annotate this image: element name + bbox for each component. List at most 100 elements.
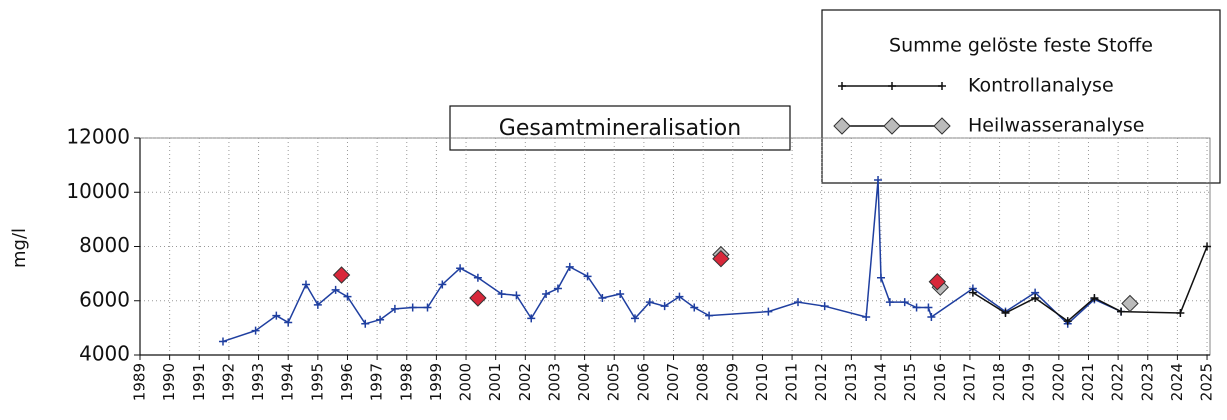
data-point [1176,308,1185,317]
y-axis-label: mg/l [9,228,30,268]
data-point [1001,308,1010,317]
x-tick-label: 2010 [753,363,771,401]
data-point [924,303,933,312]
data-point [332,266,351,284]
data-point [376,315,385,324]
x-tick-label: 2012 [812,363,830,401]
legend-box [821,9,1221,184]
data-point [542,289,551,298]
legend-title: Summe gelöste feste Stoffe [889,35,1153,57]
legend-marker [833,117,851,135]
x-tick-label: 2019 [1020,363,1038,401]
data-point [928,273,947,291]
x-tick-label: 2022 [1109,363,1127,401]
data-point [912,303,921,312]
legend-marker [838,82,846,90]
x-tick-label: 2011 [783,363,801,401]
x-tick-label: 1993 [249,363,267,401]
x-tick-label: 2002 [516,363,534,401]
title-box [449,105,791,151]
data-point [876,273,885,282]
data-point [900,298,909,307]
data-point [553,284,562,293]
x-tick-label: 2013 [842,363,860,401]
data-point [1203,242,1212,251]
data-point [438,280,447,289]
data-point [583,272,592,281]
x-tick-label: 2014 [871,363,889,401]
data-point [473,273,482,282]
y-tick-label: 10000 [66,179,130,203]
x-tick-label: 1989 [131,363,149,401]
data-point [705,311,714,320]
legend-label: Kontrollanalyse [968,75,1114,97]
data-point [456,264,465,273]
y-tick-label: 6000 [79,287,130,311]
x-tick-label: 1997 [368,363,386,401]
data-point [272,311,281,320]
data-point [630,314,639,323]
data-point [616,289,625,298]
data-point [1121,294,1139,313]
data-point [927,313,936,322]
legend-marker [888,82,896,90]
data-point [1117,307,1126,316]
x-tick-label: 2020 [1049,363,1067,401]
data-point [764,307,773,316]
data-point [820,302,829,311]
x-tick-label: 1996 [338,363,356,401]
x-tick-label: 1991 [190,363,208,401]
x-tick-label: 2017 [960,363,978,401]
x-tick-label: 1992 [219,363,237,401]
data-point [361,319,370,328]
data-point [527,314,536,323]
x-tick-label: 2008 [694,363,712,401]
data-point [675,292,684,301]
x-tick-label: 2025 [1198,363,1216,401]
data-point [598,294,607,303]
series-line [222,179,1122,343]
legend-marker [883,117,901,135]
chart-title: Gesamtmineralisation [499,116,741,141]
data-point [565,262,574,271]
x-tick-label: 2018 [990,363,1008,401]
data-point [968,288,977,297]
x-tick-label: 2004 [575,363,593,401]
legend-marker [933,117,951,135]
x-tick-label: 1995 [308,363,326,401]
y-tick-label: 12000 [66,125,130,149]
x-tick-label: 2024 [1168,363,1186,401]
data-point [313,300,322,309]
x-tick-label: 1990 [160,363,178,401]
x-tick-label: 2023 [1138,363,1156,401]
x-tick-label: 2005 [605,363,623,401]
data-point [874,176,883,185]
data-point [1090,294,1099,303]
data-point [301,280,310,289]
x-tick-label: 1994 [279,363,297,401]
legend-label: Heilwasseranalyse [968,115,1144,137]
data-point [645,298,654,307]
data-point [1063,317,1072,326]
x-tick-label: 1998 [397,363,415,401]
x-tick-label: 2006 [634,363,652,401]
data-point [1031,294,1040,303]
y-tick-label: 4000 [79,342,130,366]
data-point [218,337,227,346]
data-point [497,289,506,298]
data-point [690,303,699,312]
x-tick-label: 2000 [457,363,475,401]
data-point [284,318,293,327]
data-point [469,289,487,307]
legend: Summe gelöste feste Stoffe Kontrollanaly… [821,9,1221,184]
x-tick-label: 2001 [486,363,504,401]
x-tick-label: 2007 [664,363,682,401]
data-point [331,285,340,294]
data-point [862,313,871,322]
x-tick-label: 1999 [427,363,445,401]
series-line [972,246,1208,323]
data-point [423,303,432,312]
legend-marker [938,82,946,90]
x-tick-label: 2009 [723,363,741,401]
